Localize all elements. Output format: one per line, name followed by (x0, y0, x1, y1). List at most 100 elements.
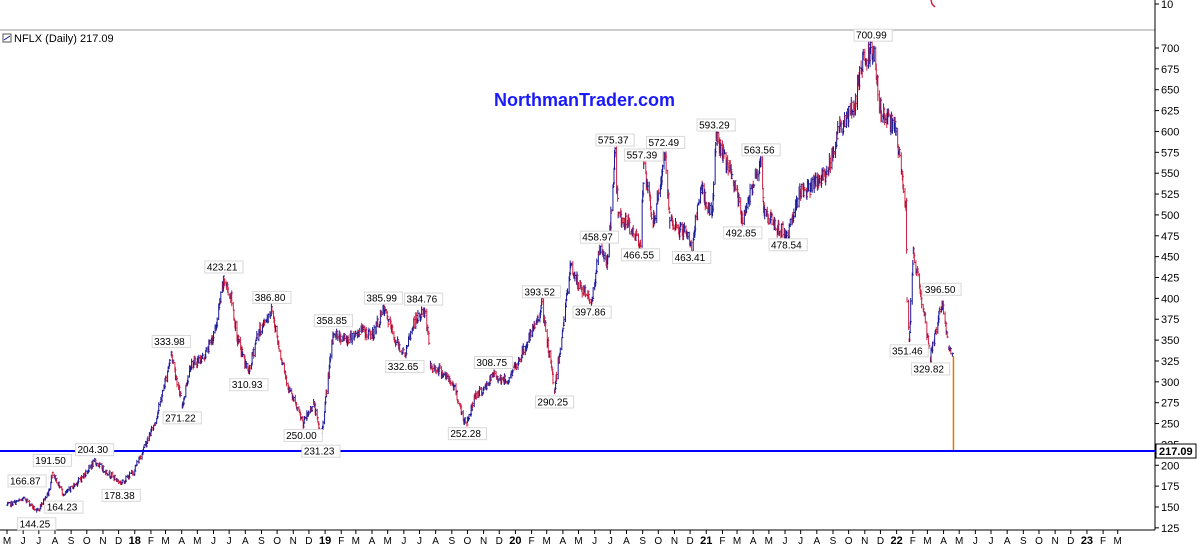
y-tick-label: 650 (1161, 85, 1179, 97)
annotation: 351.46 (889, 344, 929, 358)
x-tick-label: F (1100, 536, 1106, 547)
annotation-label: 166.87 (10, 476, 41, 487)
x-tick-label: O (273, 536, 281, 547)
y-tick-label: 275 (1161, 398, 1179, 410)
x-tick-label: F (338, 536, 344, 547)
y-tick-label: 500 (1161, 210, 1179, 222)
y-tick-label: 300 (1161, 377, 1179, 389)
annotation-label: 271.22 (165, 413, 196, 424)
annotation-box (741, 143, 781, 157)
annotation: 557.39 (624, 148, 664, 162)
annotation: 423.21 (204, 260, 244, 274)
y-tick-label: 325 (1161, 356, 1179, 368)
annotation-label: 329.82 (913, 364, 944, 375)
annotation-label: 290.25 (537, 397, 568, 408)
x-tick-label: J (608, 536, 613, 547)
annotation-box (252, 290, 292, 304)
annotation-box (151, 334, 191, 348)
annotation-box (404, 292, 444, 306)
x-tick-label: J (988, 536, 993, 547)
annotation: 166.87 (7, 474, 47, 488)
x-tick-label: M (1114, 536, 1122, 547)
annotation: 563.56 (741, 143, 781, 157)
annotation: 358.85 (313, 314, 354, 328)
annotation-box (7, 474, 47, 488)
x-tick-label: M (161, 536, 169, 547)
annotation: 329.82 (910, 362, 951, 376)
annotation-label: 396.50 (925, 285, 956, 296)
x-tick-label: J (417, 536, 422, 547)
y-tick-label: 525 (1161, 189, 1179, 201)
x-tick-label: 19 (319, 535, 331, 547)
x-tick-label: 22 (890, 535, 902, 547)
annotation-label: 463.41 (675, 253, 706, 264)
y-tick-label: 675 (1161, 64, 1179, 76)
annotation: 458.97 (579, 230, 619, 244)
annotation: 231.23 (301, 444, 341, 458)
annotation: 144.25 (17, 517, 57, 531)
x-tick-label: A (432, 536, 439, 547)
x-tick-label: N (1052, 536, 1059, 547)
x-tick-label: M (574, 536, 582, 547)
x-tick-label: F (910, 536, 916, 547)
symbol-header: NFLX (Daily) 217.09 (2, 33, 114, 45)
annotation-label: 231.23 (304, 447, 335, 458)
annotation-box (672, 250, 712, 264)
annotation-box (646, 135, 686, 149)
annotation: 397.86 (572, 305, 612, 319)
x-tick-label: M (923, 536, 931, 547)
annotation: 396.50 (922, 282, 962, 296)
annotation-box (75, 443, 115, 457)
x-tick-label: J (973, 536, 978, 547)
annotation-label: 144.25 (20, 519, 51, 530)
annotation-label: 393.52 (524, 287, 555, 298)
last-price-marker: 217.09 (1155, 443, 1197, 459)
annotation: 191.50 (32, 453, 72, 467)
x-tick-label: D (877, 536, 884, 547)
annotation-box (579, 230, 619, 244)
x-tick-label: M (765, 536, 773, 547)
annotation-box (922, 282, 962, 296)
annotation-box (385, 360, 425, 374)
annotation-label: 397.86 (575, 308, 606, 319)
annotation-label: 384.76 (407, 295, 438, 306)
x-tick-label: J (36, 536, 41, 547)
annotation: 463.41 (672, 250, 712, 264)
annotation-label: 333.98 (154, 337, 185, 348)
annotation: 572.49 (646, 135, 686, 149)
annotation-box (910, 362, 951, 376)
annotation: 308.75 (473, 356, 514, 370)
annotation-label: 563.56 (744, 145, 775, 156)
x-tick-label: J (783, 536, 788, 547)
annotation-box (521, 285, 562, 299)
annotation-box (473, 356, 514, 370)
x-tick-label: F (148, 536, 154, 547)
annotation-box (44, 500, 84, 514)
x-tick-label: F (719, 536, 725, 547)
annotation-box (283, 429, 323, 443)
annotation: 250.00 (283, 429, 323, 443)
x-tick-label: D (496, 536, 503, 547)
last-price-box (1155, 443, 1197, 459)
x-tick-label: D (686, 536, 693, 547)
annotation: 700.99 (853, 28, 893, 42)
x-tick-label: A (750, 536, 757, 547)
x-tick-label: M (383, 536, 391, 547)
x-tick-label: O (83, 536, 91, 547)
x-tick-label: S (258, 536, 265, 547)
x-tick-label: A (52, 536, 59, 547)
x-tick-label: N (861, 536, 868, 547)
x-tick-label: F (529, 536, 535, 547)
annotation: 333.98 (151, 334, 191, 348)
x-tick-label: M (543, 536, 551, 547)
annotation: 204.30 (75, 443, 115, 457)
x-tick-label: J (592, 536, 597, 547)
y-tick-label: 450 (1161, 252, 1179, 264)
x-tick-label: A (940, 536, 947, 547)
annotation-label: 575.37 (598, 136, 629, 147)
x-tick-label: S (639, 536, 646, 547)
x-tick-label: M (352, 536, 360, 547)
annotation: 385.99 (363, 291, 404, 305)
annotation: 332.65 (385, 360, 425, 374)
